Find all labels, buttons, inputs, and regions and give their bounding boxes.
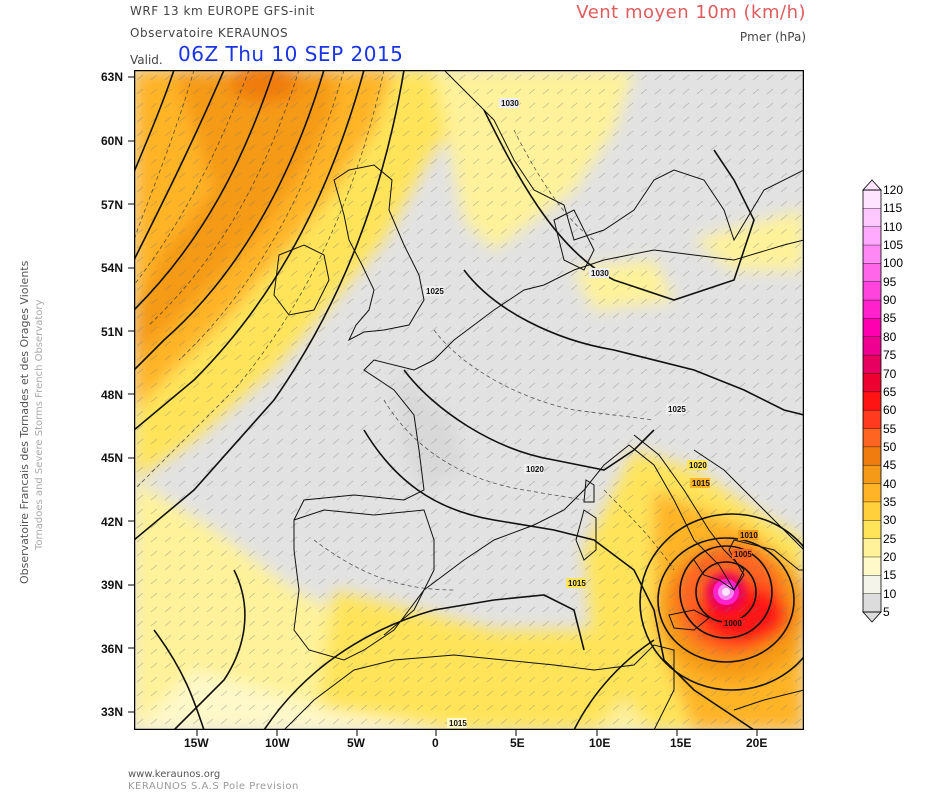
- isobar-label: 1030: [501, 99, 519, 108]
- colorbar-label: 20: [883, 550, 897, 564]
- colorbar-swatch: [863, 575, 881, 594]
- lon-label: 10E: [589, 736, 611, 750]
- lat-label: 60N: [101, 134, 124, 148]
- colorbar-label: 80: [883, 329, 897, 344]
- colorbar-label: 95: [883, 274, 897, 289]
- colorbar-label: 60: [883, 403, 897, 418]
- lon-label: 5W: [347, 736, 365, 750]
- colorbar-swatch: [863, 300, 881, 319]
- valid-label: Valid.: [130, 53, 163, 67]
- footer-url: www.keraunos.org: [128, 769, 221, 780]
- footer-company: KERAUNOS S.A.S Pole Prevision: [128, 781, 299, 792]
- colorbar-swatch: [863, 410, 881, 429]
- colorbar-swatch: [863, 446, 881, 466]
- colorbar-label: 100: [883, 256, 904, 271]
- colorbar-swatch: [863, 245, 881, 264]
- colorbar-label: 85: [883, 311, 897, 326]
- colorbar-label: 90: [883, 293, 897, 308]
- colorbar-swatch: [863, 501, 881, 521]
- colorbar-label: 120: [883, 183, 904, 197]
- colorbar-swatch: [863, 318, 881, 338]
- isobar-label: 1000: [724, 619, 742, 628]
- isobar-label: 1005: [734, 550, 752, 559]
- field-subtitle: Pmer (hPa): [739, 30, 806, 44]
- colorbar-label: 75: [883, 348, 897, 363]
- lon-label: 0: [432, 736, 439, 750]
- colorbar-label: 105: [883, 238, 904, 252]
- isobar-label: 1030: [591, 269, 609, 278]
- colorbar-label: 45: [883, 458, 897, 473]
- isobar-label: 1010: [740, 531, 758, 540]
- lat-label: 39N: [101, 578, 124, 592]
- isobar-label: 1015: [692, 479, 710, 488]
- colorbar-swatch: [863, 281, 881, 301]
- colorbar: [862, 179, 882, 623]
- isobar-label: 1020: [526, 465, 544, 474]
- isobars: [134, 70, 804, 730]
- colorbar-label: 40: [883, 476, 897, 491]
- isobar-label: 1025: [668, 405, 686, 414]
- colorbar-label: 70: [883, 366, 897, 381]
- colorbar-label: 50: [883, 439, 897, 454]
- coastlines: [273, 70, 804, 730]
- lat-label: 33N: [101, 705, 124, 719]
- colorbar-label: 35: [883, 494, 897, 509]
- lon-label: 20E: [746, 736, 768, 750]
- lat-label: 51N: [101, 325, 124, 339]
- lat-label: 48N: [101, 388, 124, 402]
- lat-label: 45N: [101, 451, 124, 465]
- side-text-fr: Observatoire Francais des Tornades et de…: [18, 260, 31, 584]
- colorbar-label: 5: [883, 605, 890, 619]
- colorbar-swatch: [863, 355, 881, 374]
- lat-label: 63N: [101, 70, 124, 84]
- colorbar-swatch: [863, 593, 881, 613]
- colorbar-label: 65: [883, 384, 897, 399]
- colorbar-swatch: [863, 538, 881, 558]
- colorbar-swatch: [863, 190, 881, 209]
- colorbar-swatch: [863, 373, 881, 393]
- colorbar-swatch: [863, 208, 881, 227]
- colorbar-swatch: [863, 520, 881, 539]
- colorbar-label: 115: [883, 201, 903, 216]
- colorbar-swatch: [863, 263, 881, 283]
- isobar-labels: 1030 1030 1025 1025 1020 1020 1015 1015 …: [424, 98, 758, 728]
- colorbar-label: 110: [883, 219, 903, 234]
- isobar-label: 1015: [568, 579, 586, 588]
- colorbar-swatch: [863, 556, 881, 576]
- colorbar-label: 30: [883, 513, 897, 528]
- axis-ticks: [128, 76, 758, 736]
- model-line: WRF 13 km EUROPE GFS-init: [130, 4, 315, 18]
- valid-time: 06Z Thu 10 SEP 2015: [178, 42, 404, 66]
- lat-label: 42N: [101, 515, 124, 529]
- colorbar-label: 10: [883, 586, 897, 601]
- colorbar-label: 25: [883, 531, 897, 546]
- isobar-label: 1015: [449, 719, 467, 728]
- colorbar-swatch: [863, 428, 881, 448]
- colorbar-swatch: [863, 483, 881, 503]
- colorbar-swatch: [863, 391, 881, 411]
- lon-label: 10W: [265, 736, 290, 750]
- side-text-en: Tornadoes and Severe Storms French Obser…: [34, 299, 45, 550]
- lon-label: 5E: [510, 736, 525, 750]
- colorbar-swatch: [863, 336, 881, 356]
- org-line: Observatoire KERAUNOS: [130, 26, 289, 40]
- isobar-label: 1020: [689, 461, 707, 470]
- lat-label: 54N: [101, 261, 124, 275]
- isobar-label: 1025: [426, 287, 444, 296]
- colorbar-swatch: [863, 465, 881, 484]
- colorbar-label: 15: [883, 568, 897, 583]
- lon-label: 15E: [670, 736, 692, 750]
- colorbar-swatch: [863, 226, 881, 246]
- map-frame: [134, 70, 804, 730]
- lon-label: 15W: [184, 736, 209, 750]
- weather-map: 1030 1030 1025 1025 1020 1020 1015 1015 …: [134, 70, 804, 730]
- lat-label: 57N: [101, 198, 124, 212]
- lat-label: 36N: [101, 642, 124, 656]
- dashed-isobars: [134, 70, 675, 591]
- colorbar-label: 55: [883, 421, 897, 436]
- field-title: Vent moyen 10m (km/h): [576, 2, 806, 23]
